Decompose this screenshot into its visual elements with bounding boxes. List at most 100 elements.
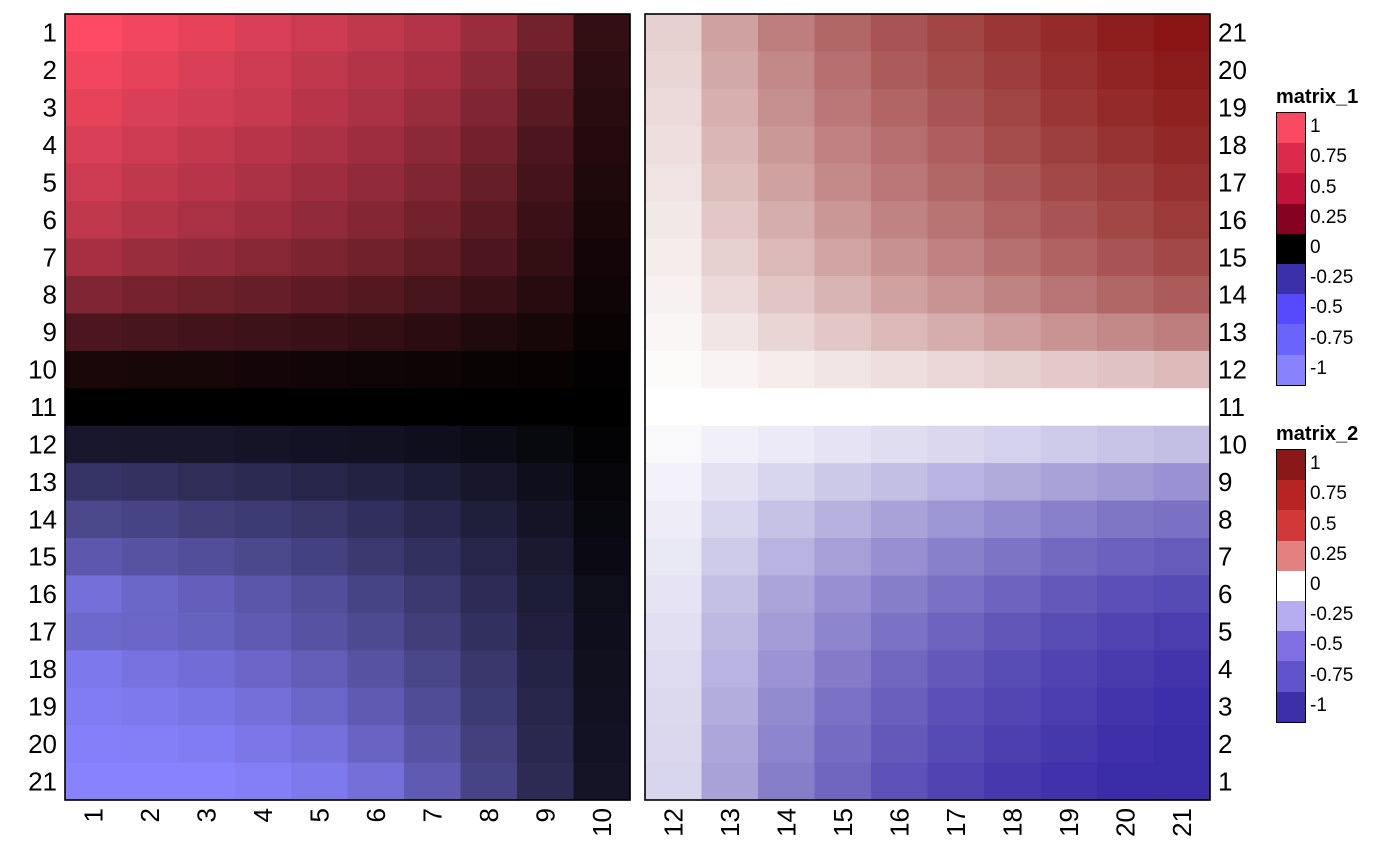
column-label: 21 (1167, 808, 1197, 837)
heatmap-cell (1097, 163, 1155, 202)
heatmap-cell (984, 238, 1042, 277)
row-label: 10 (28, 355, 57, 385)
legend-swatch (1277, 600, 1305, 632)
heatmap-cell (404, 14, 462, 53)
heatmap-cell (814, 201, 872, 240)
heatmap-cell (814, 51, 872, 90)
heatmap-cell (645, 51, 703, 90)
heatmap-cell (701, 725, 759, 764)
heatmap-cell (178, 163, 236, 202)
heatmap-cell (573, 725, 631, 764)
heatmap-cell (460, 725, 518, 764)
heatmap-cell (404, 238, 462, 277)
heatmap-cell (984, 650, 1042, 689)
heatmap-cell (573, 350, 631, 389)
heatmap-cell (291, 163, 349, 202)
heatmap-cell (701, 350, 759, 389)
heatmap-cell (758, 650, 816, 689)
legend-swatch (1277, 570, 1305, 601)
heatmap-cell (291, 650, 349, 689)
heatmap-cell (814, 725, 872, 764)
heatmap-cell (234, 425, 292, 464)
heatmap-cell (347, 350, 405, 389)
heatmap-cell (1153, 612, 1211, 651)
heatmap-cell (460, 276, 518, 315)
heatmap-cell (573, 51, 631, 90)
heatmap-cell (1040, 538, 1098, 577)
heatmap-cell (460, 762, 518, 801)
heatmap-cell (1097, 425, 1155, 464)
heatmap-cell (871, 51, 929, 90)
heatmap-cell (984, 538, 1042, 577)
heatmap-cell (404, 88, 462, 127)
heatmap-cell (984, 313, 1042, 352)
heatmap-cell (404, 350, 462, 389)
heatmap-cell (1153, 725, 1211, 764)
row-label: 2 (43, 55, 57, 85)
row-label: 16 (28, 579, 57, 609)
legend-swatch (1277, 510, 1305, 541)
heatmap-cell (758, 276, 816, 315)
heatmap-cell (1097, 650, 1155, 689)
legend-label: -1 (1310, 357, 1327, 379)
heatmap-cell (347, 14, 405, 53)
heatmap-cell (291, 88, 349, 127)
heatmap-cell (121, 650, 179, 689)
legend-label: -0.5 (1310, 297, 1343, 319)
heatmap-cell (121, 201, 179, 240)
heatmap-cell (347, 276, 405, 315)
heatmap-cell (1097, 14, 1155, 53)
heatmap-cell (1097, 201, 1155, 240)
heatmap-cell (291, 725, 349, 764)
heatmap-cell (121, 276, 179, 315)
heatmap-cell (1153, 762, 1211, 801)
heatmap-cell (178, 650, 236, 689)
heatmap-cell (121, 163, 179, 202)
heatmap-cell (1097, 388, 1155, 427)
heatmap-cell (291, 687, 349, 726)
column-label: 16 (884, 808, 914, 837)
row-label: 1 (43, 18, 57, 48)
heatmap-cell (1097, 276, 1155, 315)
row-label: 20 (1218, 55, 1247, 85)
row-label: 1 (1218, 766, 1232, 796)
heatmap-cell (701, 762, 759, 801)
heatmap-cell (645, 687, 703, 726)
heatmap-cell (927, 575, 985, 614)
heatmap-cell (1153, 238, 1211, 277)
heatmap-cell (121, 762, 179, 801)
heatmap-cell (460, 575, 518, 614)
heatmap-cell (460, 163, 518, 202)
row-label: 12 (28, 429, 57, 459)
legend-label: -0.75 (1310, 664, 1354, 686)
heatmap-cell (517, 51, 575, 90)
heatmap-cell (291, 538, 349, 577)
heatmap-cell (645, 500, 703, 539)
heatmap-cell (404, 126, 462, 165)
legend-matrix-1: matrix_1 1 0.75 0.5 0.25 0 -0.25 -0.5 -0.75 -1 (1276, 82, 1400, 386)
heatmap-cell (701, 388, 759, 427)
legend-swatch (1277, 203, 1305, 234)
heatmap-cell (645, 650, 703, 689)
heatmap-cell (701, 425, 759, 464)
heatmap-cell (573, 612, 631, 651)
heatmap-cell (1097, 238, 1155, 277)
heatmap-cell (573, 463, 631, 502)
heatmap-cell (178, 201, 236, 240)
heatmap-cell (234, 575, 292, 614)
heatmap-cell (1097, 612, 1155, 651)
heatmap-cell (871, 276, 929, 315)
heatmap-cell (701, 687, 759, 726)
heatmap-cell (573, 762, 631, 801)
heatmap-cell (517, 538, 575, 577)
heatmap-cell (984, 88, 1042, 127)
row-label: 19 (1218, 93, 1247, 123)
heatmap-cell (347, 388, 405, 427)
row-label: 6 (43, 205, 57, 235)
heatmap-cell (758, 687, 816, 726)
heatmap-cell (178, 126, 236, 165)
heatmap-cell (1040, 51, 1098, 90)
heatmap-cell (1153, 313, 1211, 352)
heatmap-cell (404, 51, 462, 90)
